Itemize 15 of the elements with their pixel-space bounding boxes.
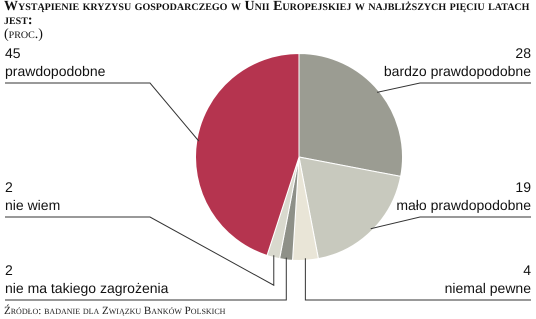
data-label: 4 xyxy=(523,262,532,278)
slice-label: mało prawdopodobne xyxy=(396,196,532,213)
data-label: 2 xyxy=(5,178,13,195)
slice-label: nie ma takiego zagrożenia xyxy=(5,280,169,296)
slice-label: nie wiem xyxy=(5,196,60,213)
data-label: 45 xyxy=(5,44,21,61)
slice-label: prawdopodobne xyxy=(5,62,106,79)
data-label: 28 xyxy=(515,44,532,61)
data-label: 19 xyxy=(515,178,532,195)
slice-label: niemal pewne xyxy=(444,280,532,296)
chart-subtitle: (proc.) xyxy=(4,27,44,42)
text: Źródło: badanie dla Związku Banków Polskich xyxy=(4,305,226,317)
chart-title: Wystąpienie kryzysu gospodarczego w Unii Europejskiej w najbliższych pięciu latach jest: xyxy=(4,0,530,28)
slice-label: bardzo prawdopodobne xyxy=(384,62,532,79)
data-label: 2 xyxy=(5,262,13,278)
